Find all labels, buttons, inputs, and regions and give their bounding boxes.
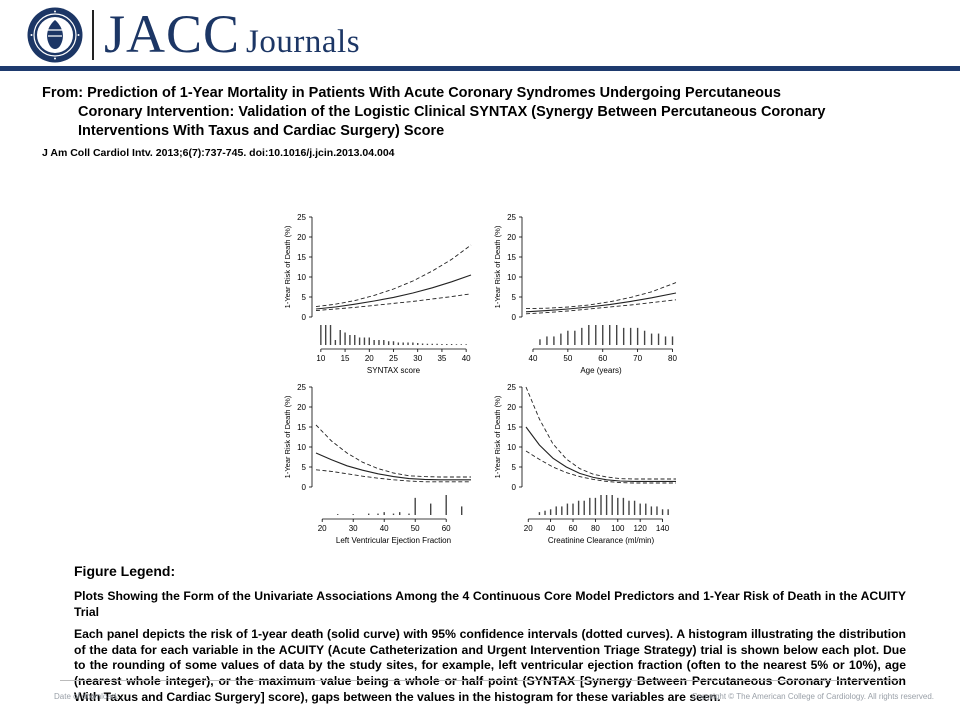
confidence-interval-curve <box>315 244 472 308</box>
y-tick-label: 15 <box>297 253 306 262</box>
y-tick-label: 20 <box>297 233 306 242</box>
risk-curve <box>525 292 677 313</box>
x-tick-label: 40 <box>380 524 389 533</box>
x-tick-label: 60 <box>598 354 607 363</box>
footer-rule <box>60 680 900 681</box>
article-title-line1: From: Prediction of 1-Year Mortality in … <box>42 85 781 101</box>
y-tick-label: 5 <box>512 293 517 302</box>
y-tick-label: 20 <box>507 233 516 242</box>
risk-curve <box>315 452 471 481</box>
x-tick-label: 100 <box>611 524 625 533</box>
y-tick-label: 25 <box>297 213 306 222</box>
article-citation[interactable]: J Am Coll Cardiol Intv. 2013;6(7):737-74… <box>42 147 395 159</box>
brand-sub: Journals <box>246 24 361 60</box>
y-tick-label: 25 <box>507 213 516 222</box>
x-tick-label: 30 <box>349 524 358 533</box>
legend-caption: Plots Showing the Form of the Univariate… <box>74 589 906 619</box>
y-axis-title: 1-Year Risk of Death (%) <box>493 225 502 308</box>
y-tick-label: 25 <box>507 383 516 392</box>
x-axis-title: Left Ventricular Ejection Fraction <box>336 536 451 545</box>
x-tick-label: 40 <box>546 524 555 533</box>
x-tick-label: 20 <box>365 354 374 363</box>
y-tick-label: 15 <box>507 253 516 262</box>
x-tick-label: 70 <box>633 354 642 363</box>
confidence-interval-curve <box>525 282 677 310</box>
article-title: From: Prediction of 1-Year Mortality in … <box>42 84 912 141</box>
x-tick-label: 50 <box>563 354 572 363</box>
x-tick-label: 60 <box>442 524 451 533</box>
y-axis-title: 1-Year Risk of Death (%) <box>283 395 292 478</box>
footer-download-date: Date of download: ... <box>54 692 128 701</box>
x-axis-title: Age (years) <box>580 366 622 375</box>
y-tick-label: 0 <box>512 313 517 322</box>
y-tick-label: 10 <box>507 443 516 452</box>
header-rule <box>0 66 960 71</box>
brand-main: JACC <box>104 4 241 64</box>
risk-curve <box>315 274 472 310</box>
x-tick-label: 80 <box>668 354 677 363</box>
y-tick-label: 25 <box>297 383 306 392</box>
confidence-interval-curve <box>315 469 471 483</box>
x-tick-label: 50 <box>411 524 420 533</box>
x-tick-label: 120 <box>633 524 647 533</box>
y-tick-label: 15 <box>507 423 516 432</box>
confidence-interval-curve <box>525 299 677 315</box>
y-tick-label: 0 <box>302 313 307 322</box>
x-axis-title: SYNTAX score <box>367 366 421 375</box>
article-title-line2: Coronary Intervention: Validation of the… <box>78 104 826 139</box>
x-tick-label: 15 <box>341 354 350 363</box>
confidence-interval-curve <box>315 293 472 312</box>
y-tick-label: 5 <box>302 293 307 302</box>
y-tick-label: 0 <box>512 483 517 492</box>
x-tick-label: 20 <box>524 524 533 533</box>
journal-header: JACC Journals <box>0 0 960 66</box>
journal-brand[interactable]: JACC Journals <box>104 3 360 73</box>
y-tick-label: 10 <box>297 273 306 282</box>
y-axis-title: 1-Year Risk of Death (%) <box>493 395 502 478</box>
x-tick-label: 25 <box>389 354 398 363</box>
y-tick-label: 10 <box>507 273 516 282</box>
footer-copyright: Copyright © The American College of Card… <box>691 692 934 701</box>
y-tick-label: 15 <box>297 423 306 432</box>
x-tick-label: 40 <box>529 354 538 363</box>
y-tick-label: 20 <box>507 403 516 412</box>
x-tick-label: 30 <box>413 354 422 363</box>
x-tick-label: 80 <box>591 524 600 533</box>
confidence-interval-curve <box>525 450 676 484</box>
acc-seal-logo-icon <box>27 7 83 63</box>
risk-curve <box>525 426 676 482</box>
x-tick-label: 20 <box>318 524 327 533</box>
y-tick-label: 20 <box>297 403 306 412</box>
x-axis-title: Creatinine Clearance (ml/min) <box>548 536 655 545</box>
x-tick-label: 40 <box>462 354 471 363</box>
x-tick-label: 10 <box>316 354 325 363</box>
y-tick-label: 0 <box>302 483 307 492</box>
y-tick-label: 5 <box>512 463 517 472</box>
header-divider <box>92 10 94 60</box>
x-tick-label: 140 <box>656 524 670 533</box>
figure-panels: 0 5 10 15 20 25 1-Year Risk of Death (%) 10 15 20… <box>283 213 678 545</box>
x-tick-label: 60 <box>569 524 578 533</box>
legend-heading: Figure Legend: <box>74 563 176 579</box>
confidence-interval-curve <box>525 386 676 480</box>
x-tick-label: 35 <box>437 354 446 363</box>
confidence-interval-curve <box>315 424 471 478</box>
y-axis-title: 1-Year Risk of Death (%) <box>283 225 292 308</box>
y-tick-label: 5 <box>302 463 307 472</box>
y-tick-label: 10 <box>297 443 306 452</box>
